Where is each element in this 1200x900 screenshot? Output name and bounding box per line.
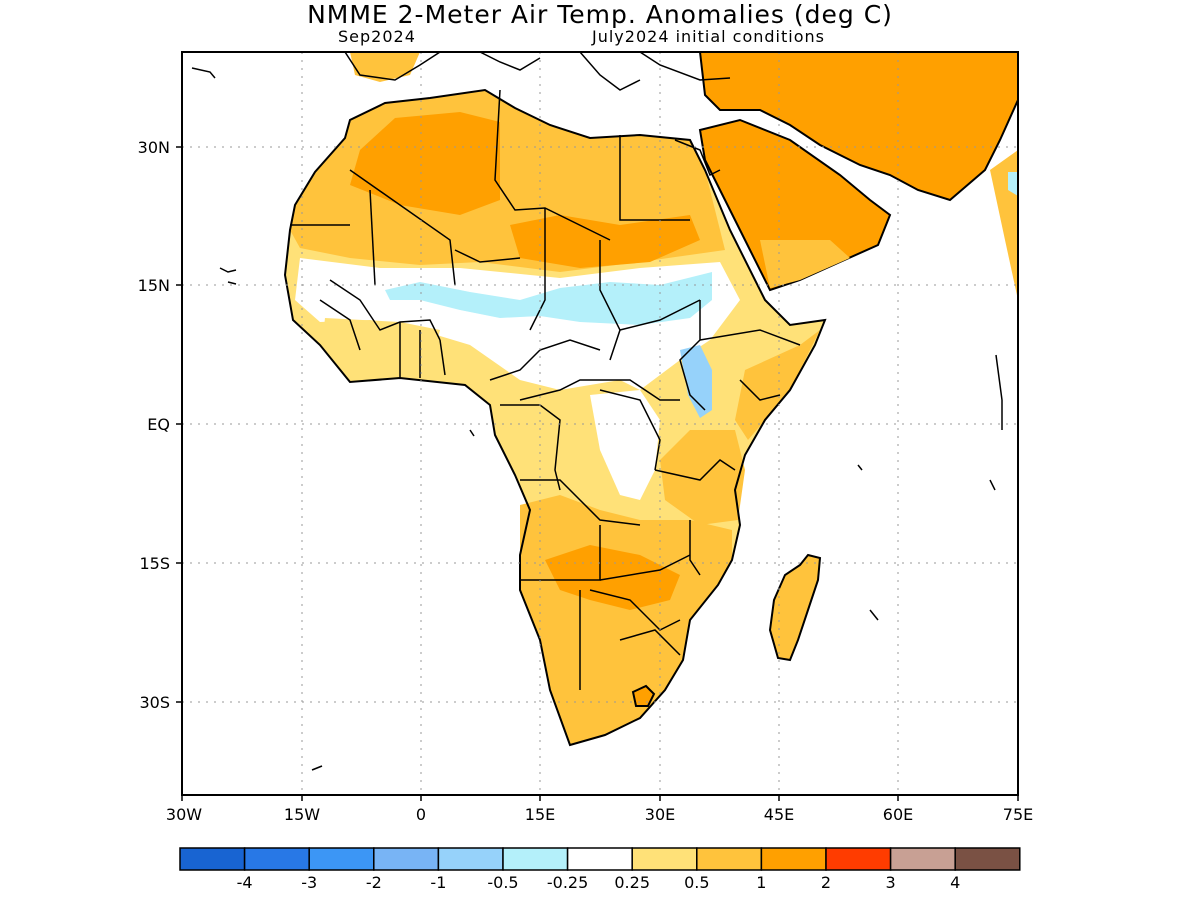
lat-label: 15S <box>139 554 170 573</box>
colorbar-label: -1 <box>430 873 446 892</box>
colorbar-swatch <box>243 847 310 871</box>
lon-label: 0 <box>416 805 426 824</box>
initial-conditions: July2024 initial conditions <box>592 27 825 46</box>
forecast-month: Sep2024 <box>338 27 416 46</box>
arabia-edge <box>760 240 850 288</box>
lat-label: EQ <box>147 415 170 434</box>
southern-africa-warm <box>520 495 732 745</box>
colorbar-label: -0.25 <box>547 873 588 892</box>
sahara-core <box>350 112 500 215</box>
lon-label: 15W <box>284 805 320 824</box>
lon-label: 15E <box>525 805 555 824</box>
country-borders <box>290 89 801 690</box>
colorbar-swatch <box>760 847 827 871</box>
map-field <box>182 52 1018 795</box>
lon-label: 30E <box>645 805 675 824</box>
colorbar-swatch <box>954 847 1021 871</box>
central-sahara-core <box>510 215 700 268</box>
lon-axis: 30W 15W 0 15E 30E 45E 60E 75E <box>166 795 1033 824</box>
colorbar-swatch <box>631 847 698 871</box>
lon-label: 30W <box>166 805 202 824</box>
south-asia-cool <box>1008 172 1018 196</box>
africa-coastline <box>283 88 827 747</box>
colorbar-swatch <box>373 847 440 871</box>
west-africa-yellow <box>322 318 440 380</box>
central-africa-neutral <box>590 390 660 500</box>
mediterranean-strip <box>350 52 420 82</box>
colorbar-swatch <box>566 847 633 871</box>
colorbar: -4 -3 -2 -1 -0.5 -0.25 0.25 0.5 1 2 3 4 <box>179 847 1021 892</box>
colorbar-swatch <box>502 847 569 871</box>
arabian-peninsula <box>698 118 892 292</box>
colorbar-swatch <box>437 847 504 871</box>
colorbar-swatch <box>308 847 375 871</box>
colorbar-swatch <box>179 847 246 871</box>
east-africa-cool <box>680 345 712 418</box>
colorbar-label: 2 <box>821 873 831 892</box>
lon-label: 45E <box>764 805 794 824</box>
europe-coast <box>344 52 731 91</box>
colorbar-swatch <box>889 847 956 871</box>
colorbar-swatch <box>825 847 892 871</box>
chart-title: NMME 2-Meter Air Temp. Anomalies (deg C) <box>307 0 893 29</box>
colorbar-swatch <box>696 847 763 871</box>
lat-label: 30S <box>139 693 170 712</box>
middle-east-warm <box>698 52 1018 202</box>
colorbar-label: 4 <box>950 873 960 892</box>
colorbar-label: 1 <box>756 873 766 892</box>
colorbar-label: -2 <box>366 873 382 892</box>
colorbar-label: 0.25 <box>614 873 650 892</box>
colorbar-label: 3 <box>886 873 896 892</box>
map-grid <box>182 52 1018 795</box>
lon-label: 60E <box>883 805 913 824</box>
madagascar <box>768 553 822 662</box>
lesotho-core <box>631 684 656 707</box>
horn-of-africa-warm <box>735 330 820 440</box>
lat-label: 15N <box>138 276 170 295</box>
lat-label: 30N <box>138 138 170 157</box>
islands <box>191 67 1003 771</box>
colorbar-label: -3 <box>301 873 317 892</box>
colorbar-label: -0.5 <box>487 873 518 892</box>
lon-label: 75E <box>1003 805 1033 824</box>
colorbar-label: 0.5 <box>684 873 709 892</box>
lat-axis: 30N 15N EQ 15S 30S <box>138 138 182 712</box>
colorbar-label: -4 <box>237 873 253 892</box>
